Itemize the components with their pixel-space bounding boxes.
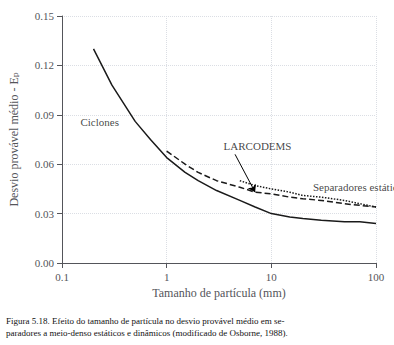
svg-text:0.00: 0.00 — [35, 257, 55, 269]
svg-text:0.03: 0.03 — [35, 208, 55, 220]
svg-text:Separadores estáticos: Separadores estáticos — [313, 181, 394, 193]
svg-text:LARCODEMS: LARCODEMS — [224, 140, 292, 152]
svg-text:10: 10 — [266, 271, 278, 283]
svg-text:paradores a meio-denso estátic: paradores a meio-denso estáticos e dinâm… — [6, 328, 288, 338]
svg-text:100: 100 — [368, 271, 385, 283]
svg-text:0.06: 0.06 — [35, 158, 55, 170]
svg-text:Ciclones: Ciclones — [80, 116, 119, 128]
svg-text:Desvio provável médio - Eₚ: Desvio provável médio - Eₚ — [7, 72, 21, 206]
svg-text:0.15: 0.15 — [35, 10, 55, 22]
svg-text:1: 1 — [164, 271, 170, 283]
svg-text:Figura 5.18. Efeito do tamanho: Figura 5.18. Efeito do tamanho de partíc… — [6, 316, 284, 326]
svg-text:0.12: 0.12 — [35, 59, 54, 71]
svg-text:0.1: 0.1 — [55, 271, 69, 283]
svg-text:0.09: 0.09 — [35, 109, 55, 121]
svg-text:Tamanho de partícula (mm): Tamanho de partícula (mm) — [152, 286, 285, 300]
